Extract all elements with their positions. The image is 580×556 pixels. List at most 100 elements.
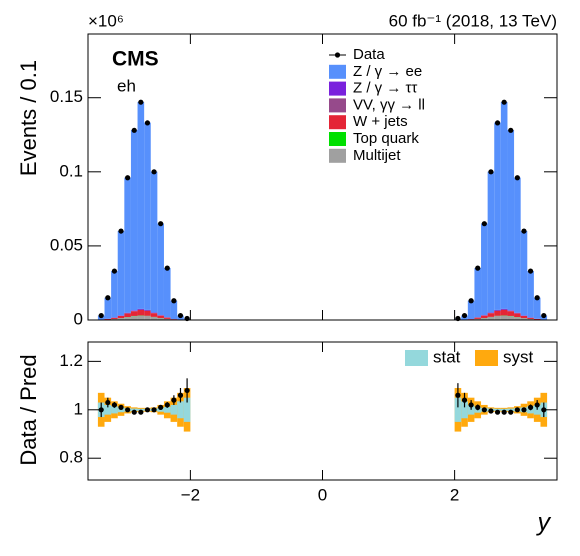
stack-bar bbox=[474, 318, 482, 320]
uncertainty-band bbox=[104, 404, 112, 415]
channel: eh bbox=[117, 76, 136, 95]
stack-bar bbox=[467, 300, 475, 320]
data-point bbox=[98, 312, 104, 319]
stack-bar bbox=[507, 130, 515, 311]
data-point bbox=[111, 402, 118, 408]
data-point bbox=[177, 312, 184, 319]
uncertainty-band bbox=[163, 406, 171, 413]
y-tick-label: 0.8 bbox=[59, 448, 83, 467]
legend-marker bbox=[405, 350, 428, 366]
ratio-y-axis-label: Data / Pred bbox=[16, 354, 41, 465]
stack-bar bbox=[157, 315, 164, 318]
x-tick-label: 2 bbox=[450, 485, 459, 504]
uncertainty-band bbox=[183, 397, 191, 422]
legend-marker bbox=[329, 64, 346, 79]
data-point bbox=[468, 298, 474, 304]
data-point bbox=[541, 312, 547, 319]
x-tick-label: −2 bbox=[181, 485, 200, 504]
stack-bar bbox=[500, 315, 508, 320]
y-multiplier: ×10⁶ bbox=[88, 11, 124, 30]
plot-frame bbox=[87, 341, 558, 481]
data-point bbox=[105, 399, 111, 406]
stack-bar bbox=[520, 230, 528, 316]
data-point bbox=[125, 407, 131, 413]
stack-bar bbox=[137, 308, 145, 310]
legend-marker bbox=[329, 132, 346, 146]
stack-bar bbox=[137, 315, 145, 320]
stack-bar bbox=[514, 177, 521, 313]
data-point bbox=[125, 175, 131, 181]
stack-bar bbox=[481, 318, 488, 320]
legend-label: Z / γ → ee bbox=[353, 63, 422, 80]
stack-bar bbox=[137, 309, 145, 316]
stack-bar bbox=[117, 230, 125, 316]
stack-bar bbox=[150, 313, 158, 317]
data-point bbox=[521, 407, 527, 413]
legend-label: Z / γ → ττ bbox=[353, 80, 417, 97]
stack-bar bbox=[494, 309, 501, 311]
stack-bar bbox=[163, 317, 171, 319]
experiment: CMS bbox=[112, 48, 159, 71]
y-tick-label: 0.1 bbox=[59, 161, 83, 180]
stack-bar bbox=[130, 316, 138, 320]
stack-bar bbox=[500, 308, 508, 310]
data-point bbox=[151, 407, 157, 413]
stack-bar bbox=[124, 317, 131, 320]
stack-bar bbox=[144, 309, 151, 311]
data-point bbox=[494, 120, 501, 126]
stack-bar bbox=[474, 317, 482, 319]
data-point bbox=[131, 127, 137, 133]
data-point bbox=[118, 228, 124, 234]
stack-bar bbox=[494, 315, 501, 320]
stack-bar bbox=[514, 317, 521, 320]
data-point bbox=[164, 402, 170, 408]
data-point bbox=[118, 404, 124, 410]
data-point bbox=[541, 407, 547, 413]
data-point bbox=[151, 169, 157, 175]
data-point bbox=[514, 407, 520, 413]
data-point bbox=[508, 127, 514, 133]
legend-label: VV, γγ → ll bbox=[353, 96, 425, 113]
stack-bar bbox=[144, 310, 151, 316]
data-point bbox=[455, 392, 461, 398]
stack-bar bbox=[111, 271, 118, 318]
stack-bar bbox=[104, 297, 112, 319]
uncertainty-band bbox=[177, 401, 184, 419]
stack-bar bbox=[104, 318, 112, 320]
data-point bbox=[514, 175, 520, 181]
data-point bbox=[144, 407, 151, 413]
legend-label: syst bbox=[503, 347, 534, 366]
uncertainty-band bbox=[170, 404, 178, 415]
y-tick-label: 1.2 bbox=[59, 351, 83, 370]
stack-bar bbox=[500, 309, 508, 316]
stack-bar bbox=[533, 297, 541, 319]
x-axis-label: y bbox=[536, 509, 552, 537]
y-tick-label: 0 bbox=[74, 309, 83, 328]
stack-bar bbox=[507, 316, 515, 320]
data-point bbox=[521, 228, 527, 234]
stack-bar bbox=[163, 267, 171, 318]
data-point bbox=[527, 268, 534, 274]
stack-bar bbox=[124, 313, 131, 318]
stack-bar bbox=[157, 223, 164, 316]
uncertainty-band bbox=[461, 401, 468, 419]
data-point bbox=[158, 404, 164, 410]
data-point bbox=[171, 298, 177, 304]
y-axis-label: Events / 0.1 bbox=[16, 60, 41, 176]
stack-bar bbox=[500, 102, 508, 309]
stack-bar bbox=[527, 317, 534, 319]
uncertainty-band bbox=[111, 406, 118, 414]
data-point bbox=[158, 221, 164, 227]
data-point bbox=[475, 265, 481, 271]
stack-bar bbox=[487, 313, 495, 317]
stack-bar bbox=[494, 310, 501, 316]
legend-label: Data bbox=[353, 46, 385, 63]
data-point bbox=[468, 402, 474, 408]
data-point bbox=[508, 409, 514, 415]
data-point bbox=[501, 409, 507, 415]
data-point bbox=[138, 409, 144, 415]
data-point bbox=[534, 295, 540, 301]
stack-bar bbox=[533, 318, 541, 320]
lumi-label: 60 fb⁻¹ (2018, 13 TeV) bbox=[389, 11, 557, 30]
